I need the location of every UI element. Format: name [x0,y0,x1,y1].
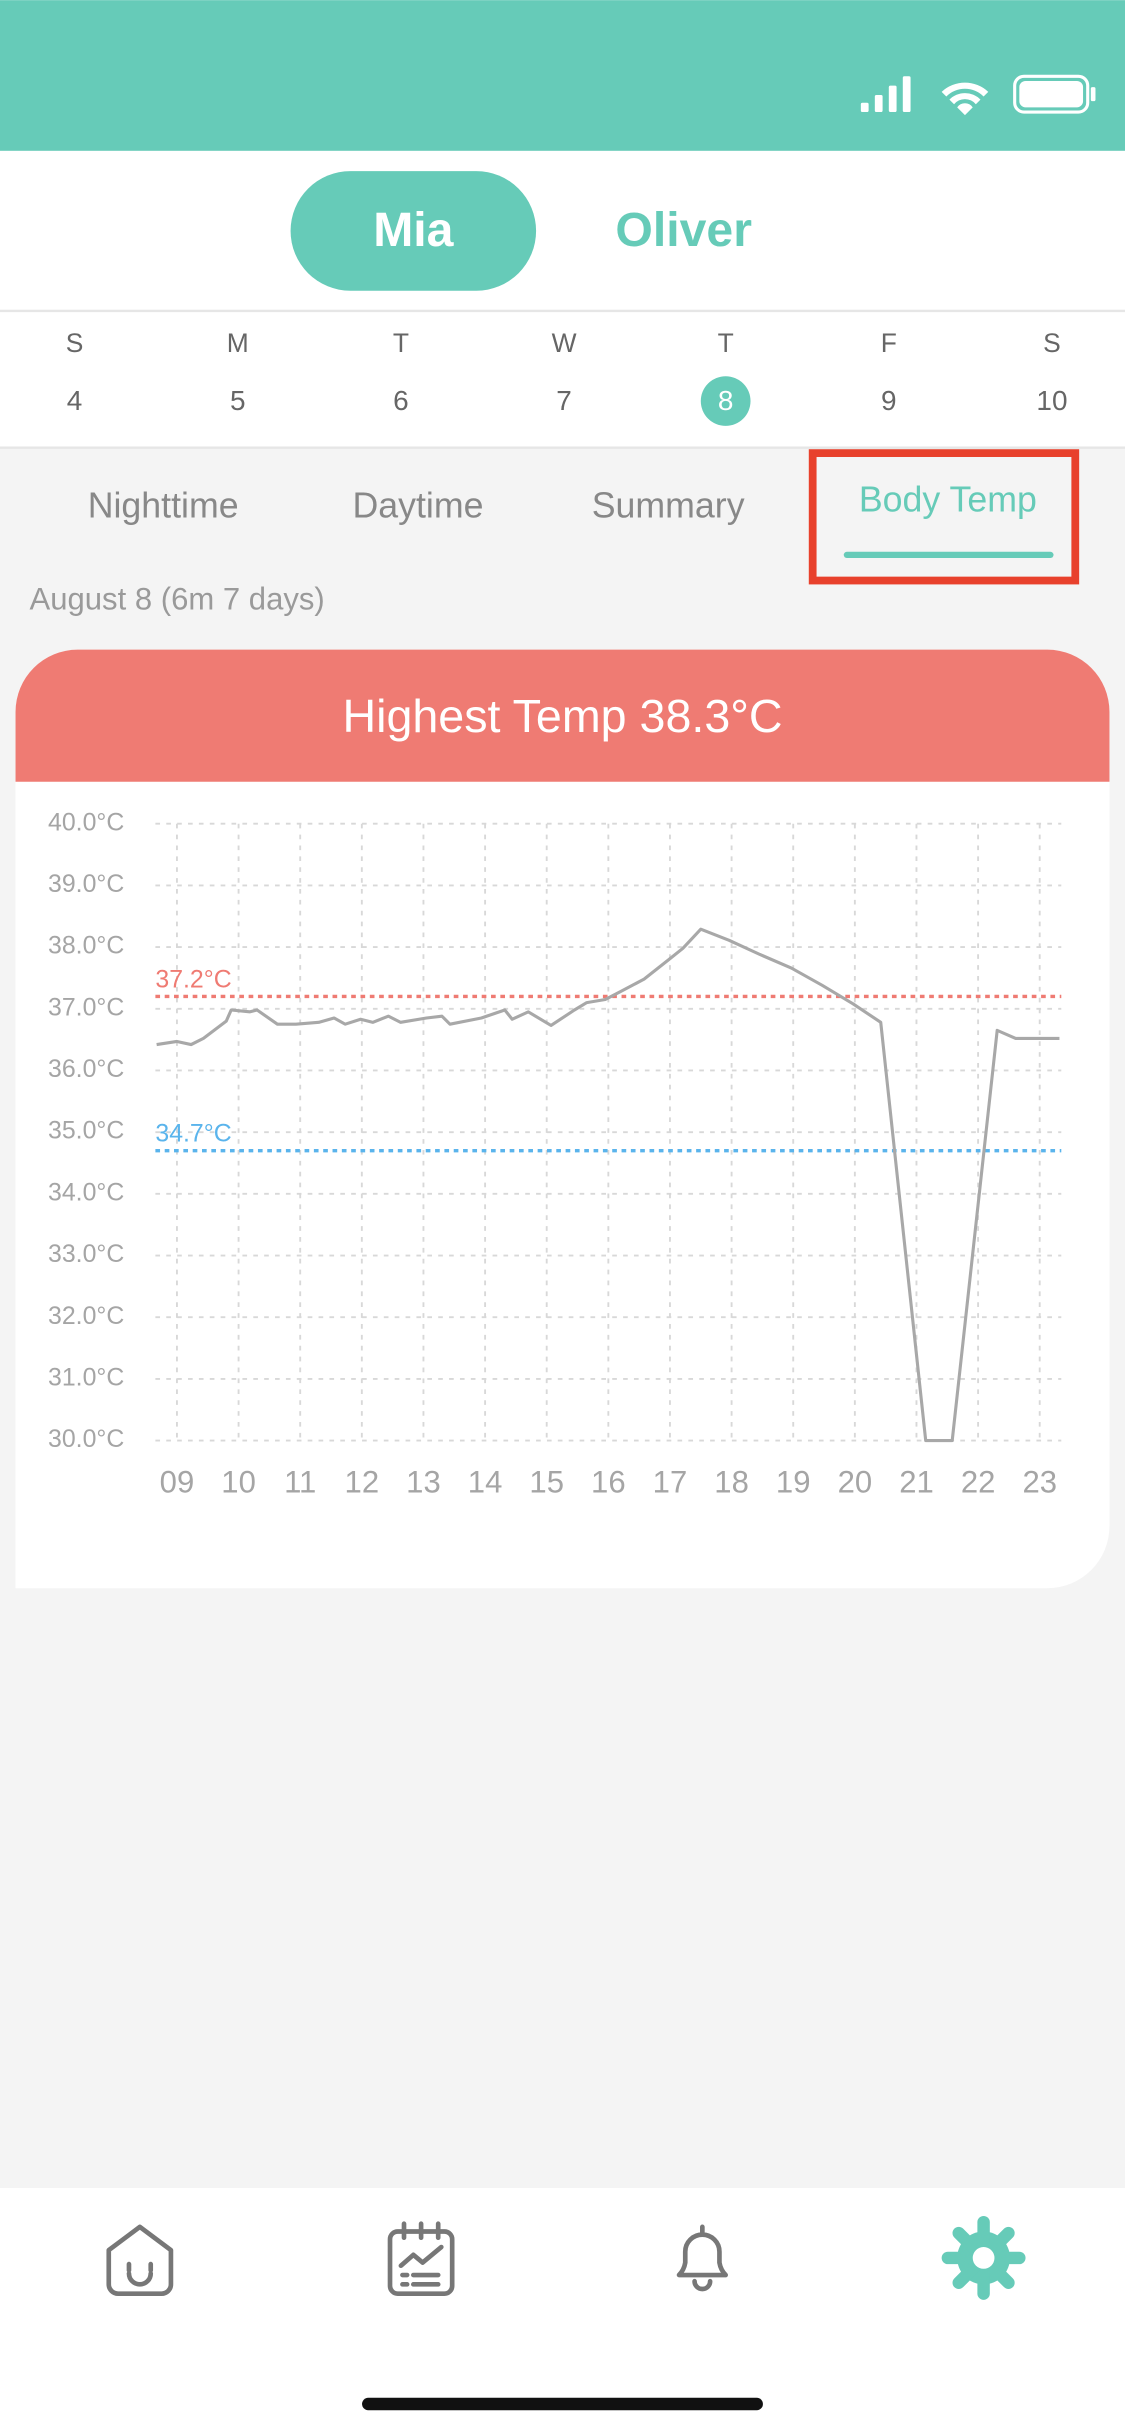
day-number[interactable]: 5 [230,385,246,416]
settings-icon[interactable] [941,2215,1026,2300]
x-tick-label: 14 [468,1464,503,1499]
weekday-letter: S [1043,328,1061,358]
profile-tab[interactable]: Mia [373,203,454,257]
y-tick-label: 33.0°C [48,1240,124,1268]
x-tick-label: 13 [406,1464,441,1499]
y-tick-label: 37.0°C [48,993,124,1021]
profile-pill[interactable] [290,171,537,291]
x-tick-label: 23 [1022,1464,1057,1499]
y-tick-label: 34.0°C [48,1178,124,1206]
selected-day [700,376,751,426]
day-number[interactable]: 9 [881,385,897,416]
x-tick-label: 18 [714,1464,749,1499]
y-tick-label: 35.0°C [48,1117,124,1145]
day-number[interactable]: 6 [393,385,409,416]
y-tick-label: 39.0°C [48,870,124,898]
y-tick-label: 30.0°C [48,1425,124,1453]
weekday-letter: T [393,328,409,358]
y-tick-label: 31.0°C [48,1363,124,1391]
x-tick-label: 15 [529,1464,564,1499]
chart-title: Highest Temp 38.3°C [342,690,782,742]
y-tick-label: 32.0°C [48,1302,124,1330]
x-tick-label: 21 [899,1464,934,1499]
status-bar [0,0,1125,151]
x-tick-label: 10 [221,1464,256,1499]
x-tick-label: 11 [284,1464,316,1499]
x-tick-label: 19 [776,1464,811,1499]
reference-label: 37.2°C [155,965,231,993]
x-tick-label: 17 [653,1464,688,1499]
day-number[interactable]: 7 [556,385,572,416]
log-icon[interactable] [387,2221,455,2296]
y-tick-label: 36.0°C [48,1055,124,1083]
header-panel [0,150,1125,448]
tab-bar [0,2188,1125,2436]
reference-label: 34.7°C [155,1120,231,1148]
tab[interactable]: Summary [592,486,745,526]
date-label: August 8 (6m 7 days) [30,582,325,617]
x-tick-label: 22 [961,1464,996,1499]
day-number[interactable]: 8 [718,385,734,416]
highlight-box [808,449,1080,585]
bell-icon[interactable] [676,2224,728,2292]
x-tick-label: 12 [345,1464,380,1499]
tab[interactable]: Body Temp [859,479,1037,519]
y-tick-label: 38.0°C [48,932,124,960]
chart-header [15,649,1110,782]
home-face [126,2261,154,2287]
weekday-letter: T [718,328,734,358]
tab[interactable]: Daytime [352,486,483,526]
weekday-letter: M [227,328,249,358]
temperature-line [156,927,1060,1443]
home-indicator [362,2397,763,2411]
weekday-letter: W [552,328,577,358]
weekday-letter: F [881,328,897,358]
y-tick-label: 40.0°C [48,808,124,836]
home-icon[interactable] [106,2224,174,2296]
x-tick-label: 09 [160,1464,195,1499]
status-icons [860,74,1096,116]
x-tick-label: 16 [591,1464,626,1499]
day-number[interactable]: 4 [67,385,83,416]
chart-card [15,649,1110,1589]
weekday-letter: S [66,328,84,358]
x-tick-label: 20 [838,1464,873,1499]
profile-tab[interactable]: Oliver [615,203,752,257]
day-number[interactable]: 10 [1036,385,1067,416]
tab[interactable]: Nighttime [88,486,239,526]
